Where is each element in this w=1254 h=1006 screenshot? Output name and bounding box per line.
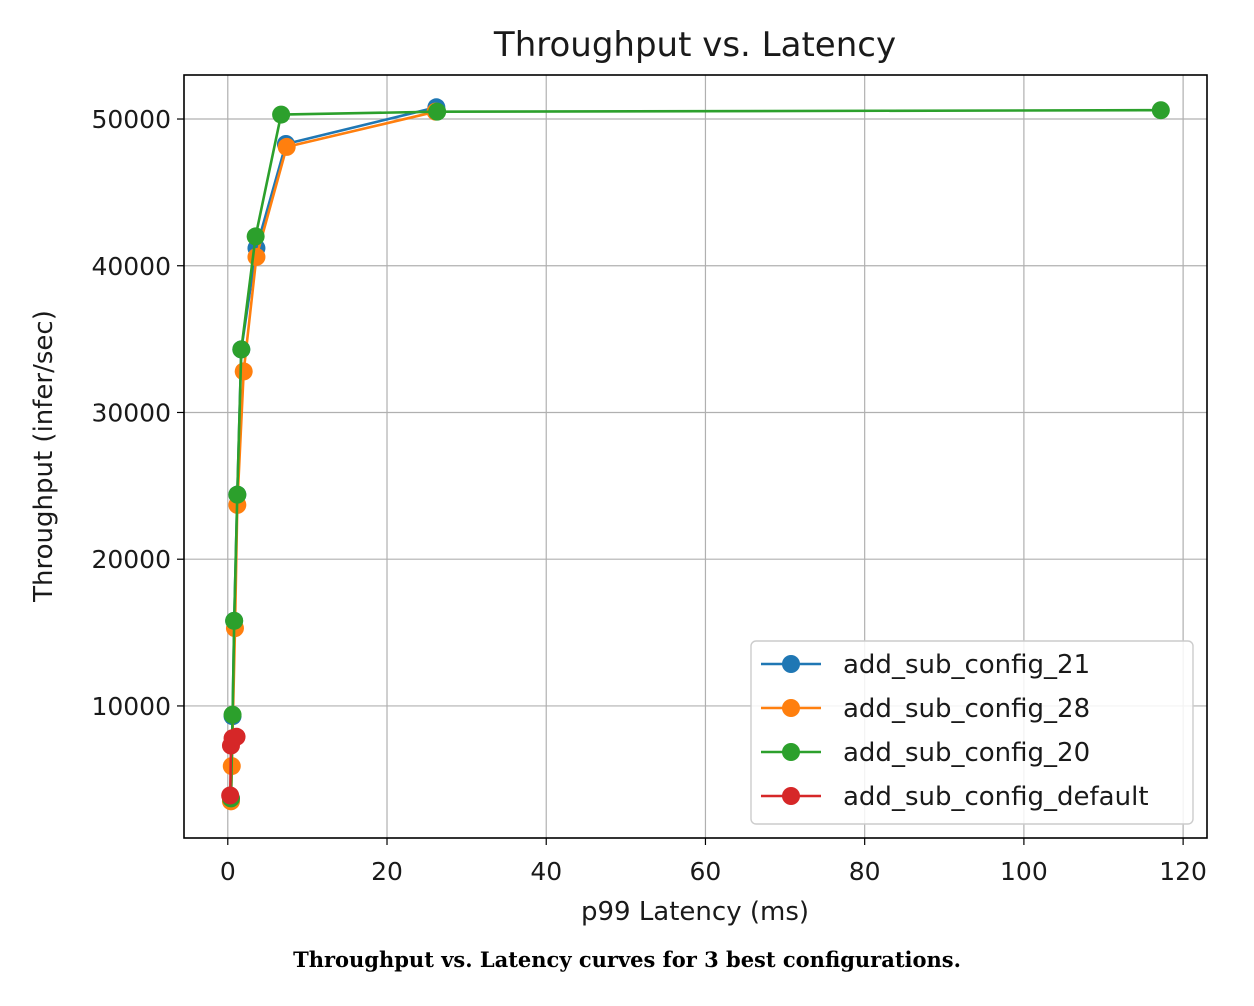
legend-marker [782, 787, 800, 805]
x-axis-label: p99 Latency (ms) [581, 897, 809, 927]
x-tick-label: 120 [1159, 857, 1207, 886]
series-1 [221, 98, 446, 808]
legend: add_sub_config_21 add_sub_config_28 add_su… [750, 640, 1194, 825]
legend-label: add_sub_config_28 [843, 694, 1090, 724]
x-tick-label: 80 [849, 857, 881, 886]
data-point [234, 362, 253, 381]
ticks: 0 20 40 60 80 100 120 10000 20000 30000 40000 50000 [91, 105, 1207, 886]
y-axis-label: Throughput (infer/sec) [29, 310, 59, 603]
legend-marker [782, 655, 800, 673]
y-tick-label: 50000 [91, 105, 171, 134]
legend-box [750, 640, 1194, 825]
legend-marker [782, 743, 800, 761]
series-3 [221, 101, 1170, 808]
y-tick-label: 20000 [91, 545, 171, 574]
x-tick-label: 60 [690, 857, 722, 886]
x-tick-label: 40 [530, 857, 562, 886]
legend-marker [782, 699, 800, 717]
data-point [227, 727, 246, 746]
data-point [277, 137, 296, 156]
series-2 [221, 102, 445, 811]
data-point [272, 105, 291, 124]
y-tick-label: 40000 [91, 252, 171, 281]
series-4 [221, 727, 246, 805]
legend-item: add_sub_config_20 [761, 738, 1090, 768]
grid [184, 75, 1207, 838]
legend-item: add_sub_config_21 [761, 650, 1090, 680]
x-tick-label: 100 [1000, 857, 1048, 886]
data-point [1151, 101, 1170, 120]
y-tick-label: 30000 [91, 398, 171, 427]
x-tick-label: 20 [371, 857, 403, 886]
y-tick-label: 10000 [91, 692, 171, 721]
legend-item: add_sub_config_default [761, 782, 1149, 812]
data-point [228, 485, 247, 504]
data-point [246, 227, 265, 246]
data-point [223, 705, 242, 724]
series-layer [221, 98, 1170, 811]
series-line [229, 110, 436, 802]
figure-caption: Throughput vs. Latency curves for 3 best… [293, 947, 961, 972]
data-point [428, 102, 447, 121]
data-point [225, 611, 244, 630]
x-tick-label: 0 [220, 857, 236, 886]
data-point [232, 340, 251, 359]
plot-frame [183, 74, 1208, 839]
data-point [221, 786, 240, 805]
legend-label: add_sub_config_21 [843, 650, 1090, 680]
chart-title: Throughput vs. Latency [493, 25, 896, 65]
legend-item: add_sub_config_28 [761, 694, 1090, 724]
legend-label: add_sub_config_20 [843, 738, 1090, 768]
data-point [247, 247, 266, 266]
legend-label: add_sub_config_default [843, 782, 1149, 812]
